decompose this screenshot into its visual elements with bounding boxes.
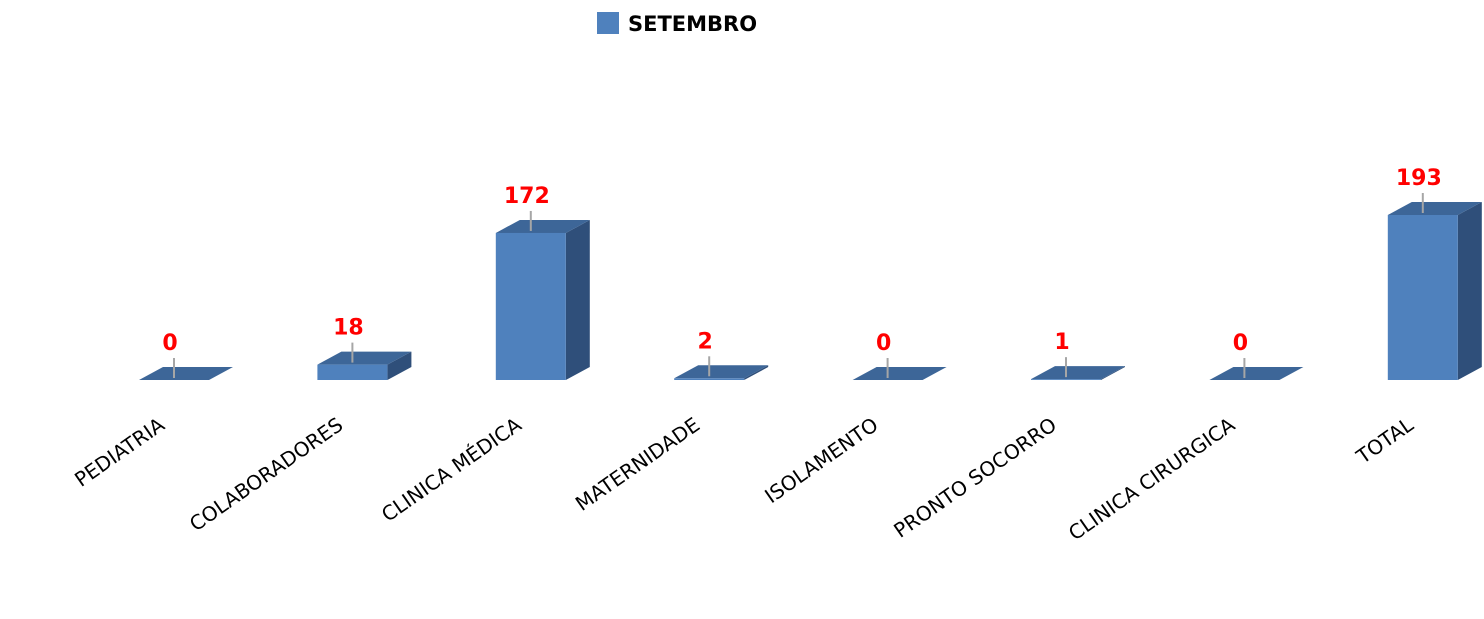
bar [1209,367,1304,380]
bar [1387,202,1482,380]
x-tick-label: TOTAL [1351,412,1418,469]
value-label: 0 [162,331,177,356]
legend-swatch [597,12,619,34]
bar-top [317,351,412,365]
value-label: 2 [698,329,713,354]
legend-label: SETEMBRO [628,12,757,36]
x-tick-label: ISOLAMENTO [760,412,882,508]
bar-top [852,367,947,380]
bar-front [495,232,566,380]
value-label: 0 [1233,331,1248,356]
bar [852,367,947,380]
bar-top [1031,366,1125,380]
bar [495,219,590,380]
x-tick-label: CLINICA MÉDICA [377,412,526,526]
value-label: 1 [1054,330,1069,355]
bar-side [387,351,412,380]
bar-top [1209,367,1304,380]
value-label: 172 [504,184,550,209]
bar-top [139,367,233,380]
bar [139,367,233,380]
value-label: 18 [333,316,364,341]
bar-top [674,365,769,379]
bar-side [1457,202,1482,380]
x-tick-label: CLINICA CIRURGICA [1064,412,1240,545]
bar-top [495,219,590,233]
bar-front [1031,379,1101,380]
bar-front [674,378,745,380]
value-label: 193 [1396,166,1442,191]
bar-side [1101,366,1125,380]
x-tick-label: PEDIATRIA [70,412,169,491]
bar-front [317,364,388,380]
x-tick-label: MATERNIDADE [571,412,704,515]
x-tick-label: PRONTO SOCORRO [889,412,1061,542]
bar [317,351,412,380]
bar [1031,366,1125,380]
x-tick-label: COLABORADORES [185,412,347,536]
bar-top [1387,202,1482,215]
bar-front [1387,215,1458,380]
bar-side [744,365,769,380]
bar [674,365,769,380]
value-label: 0 [876,331,891,356]
bar-side [565,219,590,380]
